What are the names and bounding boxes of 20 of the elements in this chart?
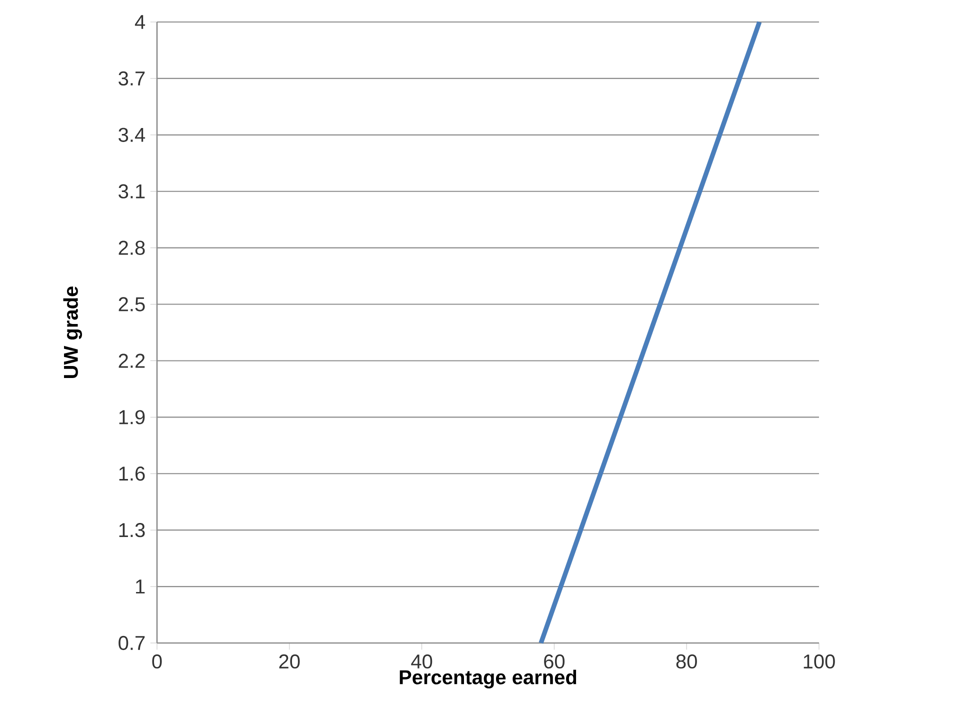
y-tick-label: 1.3 <box>119 523 145 538</box>
y-tick-label: 1.6 <box>119 466 145 481</box>
y-tick-label: 2.8 <box>118 240 145 255</box>
x-tick-label: 80 <box>676 654 697 669</box>
x-tick-label: 40 <box>411 654 432 669</box>
y-tick-label: 3.1 <box>118 184 145 198</box>
x-axis-title: Percentage earned <box>400 670 576 688</box>
y-axis-title: UW grade <box>63 286 82 378</box>
x-tick-label: 20 <box>279 654 300 669</box>
y-tick-label: 1.9 <box>119 410 145 424</box>
y-tick-label: 0.7 <box>118 636 145 650</box>
x-tick-label: 100 <box>804 654 835 669</box>
x-tick-label: 0 <box>152 654 162 669</box>
y-tick-label: 1 <box>136 580 145 594</box>
y-tick-label: 4 <box>134 15 146 29</box>
x-tick-label: 60 <box>544 654 565 669</box>
y-tick-label: 2.5 <box>118 297 145 312</box>
y-tick-label: 3.4 <box>118 128 146 142</box>
y-tick-label: 3.7 <box>118 71 145 86</box>
y-tick-label: 2.2 <box>118 354 145 368</box>
